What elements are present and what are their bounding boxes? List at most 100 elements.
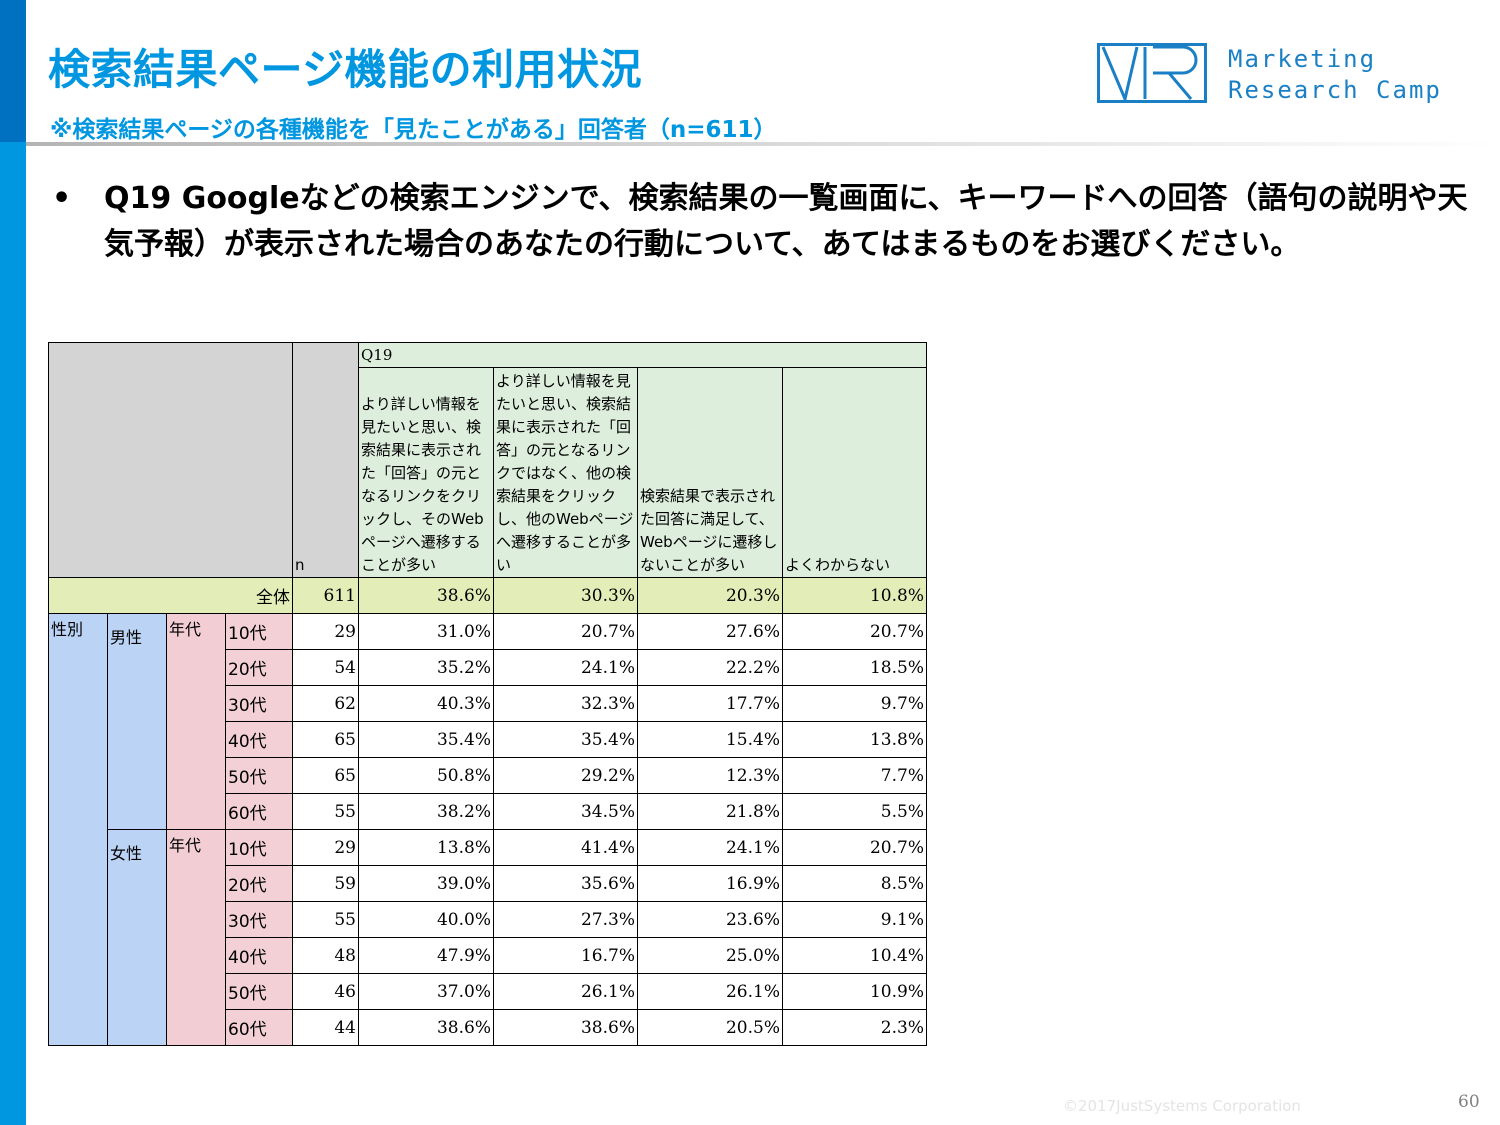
n-value: 65: [292, 757, 359, 794]
percent-value: 17.7%: [637, 685, 783, 722]
percent-value: 9.7%: [782, 685, 927, 722]
age-label: 40代: [225, 721, 293, 758]
total-n: 611: [292, 577, 359, 614]
percent-value: 22.2%: [637, 649, 783, 686]
percent-value: 50.8%: [358, 757, 494, 794]
percent-value: 25.0%: [637, 937, 783, 974]
table-header-row-options: より詳しい情報を見たいと思い、検索結果に表示された「回答」の元となるリンクをクリ…: [49, 367, 927, 578]
percent-value: 38.2%: [358, 793, 494, 830]
logo-text: Marketing Research Camp: [1228, 44, 1442, 106]
percent-value: 13.8%: [358, 829, 494, 866]
total-label: 全体: [48, 577, 293, 614]
header-option-1: より詳しい情報を見たいと思い、検索結果に表示された「回答」の元となるリンクをクリ…: [358, 367, 494, 578]
bullet-icon: •: [52, 181, 72, 216]
percent-value: 40.3%: [358, 685, 494, 722]
total-value: 30.3%: [493, 577, 638, 614]
n-value: 29: [292, 829, 359, 866]
age-label: 50代: [225, 973, 293, 1010]
table-row: 20代 54 35.2% 24.1% 22.2% 18.5%: [49, 649, 927, 686]
age-label: 50代: [225, 757, 293, 794]
age-label: 20代: [225, 865, 293, 902]
percent-value: 35.4%: [358, 721, 494, 758]
n-value: 62: [292, 685, 359, 722]
n-value: 59: [292, 865, 359, 902]
n-value: 44: [292, 1009, 359, 1046]
n-value: 29: [292, 613, 359, 650]
percent-value: 38.6%: [358, 1009, 494, 1046]
logo-mark: [1097, 43, 1207, 103]
logo-text-line1: Marketing: [1228, 45, 1377, 73]
percent-value: 29.2%: [493, 757, 638, 794]
n-value: 48: [292, 937, 359, 974]
percent-value: 10.4%: [782, 937, 927, 974]
table-row: 30代 55 40.0% 27.3% 23.6% 9.1%: [49, 901, 927, 938]
age-label: 60代: [225, 793, 293, 830]
header-option-3: 検索結果で表示された回答に満足して、Webページに遷移しないことが多い: [637, 367, 783, 578]
total-value: 38.6%: [358, 577, 494, 614]
total-value: 20.3%: [637, 577, 783, 614]
age-label: 60代: [225, 1009, 293, 1046]
percent-value: 27.3%: [493, 901, 638, 938]
results-table: n Q19 より詳しい情報を見たいと思い、検索結果に表示された「回答」の元となる…: [48, 342, 927, 1046]
age-label: 10代: [225, 829, 293, 866]
percent-value: 26.1%: [637, 973, 783, 1010]
percent-value: 32.3%: [493, 685, 638, 722]
percent-value: 9.1%: [782, 901, 927, 938]
percent-value: 27.6%: [637, 613, 783, 650]
percent-value: 20.7%: [782, 829, 927, 866]
percent-value: 7.7%: [782, 757, 927, 794]
header-option-4: よくわからない: [782, 367, 927, 578]
percent-value: 16.7%: [493, 937, 638, 974]
percent-value: 21.8%: [637, 793, 783, 830]
question-text: Q19 Googleなどの検索エンジンで、検索結果の一覧画面に、キーワードへの回…: [104, 181, 1468, 262]
percent-value: 34.5%: [493, 793, 638, 830]
header-q19: Q19: [358, 342, 927, 368]
age-label: 40代: [225, 937, 293, 974]
percent-value: 20.7%: [782, 613, 927, 650]
table-row: 20代 59 39.0% 35.6% 16.9% 8.5%: [49, 865, 927, 902]
age-group-label: 年代: [166, 613, 226, 830]
percent-value: 20.7%: [493, 613, 638, 650]
percent-value: 23.6%: [637, 901, 783, 938]
table-row-total: 全体 611 38.6% 30.3% 20.3% 10.8%: [48, 577, 927, 614]
percent-value: 20.5%: [637, 1009, 783, 1046]
n-value: 55: [292, 901, 359, 938]
age-label: 10代: [225, 613, 293, 650]
header-divider: [26, 142, 1500, 146]
percent-value: 37.0%: [358, 973, 494, 1010]
logo-text-line2: Research Camp: [1228, 76, 1442, 104]
table-row: 60代 55 38.2% 34.5% 21.8% 5.5%: [49, 793, 927, 830]
percent-value: 47.9%: [358, 937, 494, 974]
percent-value: 35.2%: [358, 649, 494, 686]
question-block: • Q19 Googleなどの検索エンジンで、検索結果の一覧画面に、キーワードへ…: [52, 176, 1472, 268]
page-number: 60: [1458, 1092, 1480, 1112]
percent-value: 5.5%: [782, 793, 927, 830]
table-header-row-q: n Q19: [48, 342, 927, 578]
percent-value: 2.3%: [782, 1009, 927, 1046]
percent-value: 12.3%: [637, 757, 783, 794]
total-value: 10.8%: [782, 577, 927, 614]
percent-value: 8.5%: [782, 865, 927, 902]
n-value: 54: [292, 649, 359, 686]
percent-value: 13.8%: [782, 721, 927, 758]
gender-label: 男性: [107, 613, 167, 830]
percent-value: 35.4%: [493, 721, 638, 758]
header-n: n: [292, 342, 359, 578]
percent-value: 10.9%: [782, 973, 927, 1010]
page-subtitle: ※検索結果ページの各種機能を「見たことがある」回答者（n=611）: [50, 117, 777, 143]
n-value: 65: [292, 721, 359, 758]
percent-value: 18.5%: [782, 649, 927, 686]
left-accent-bar: [0, 0, 26, 1125]
percent-value: 41.4%: [493, 829, 638, 866]
percent-value: 24.1%: [637, 829, 783, 866]
header-blank-cell: [48, 342, 293, 578]
table-row: 性別 男性 年代 10代 29 31.0% 20.7% 27.6% 20.7%: [48, 613, 927, 1046]
table-row: 40代 48 47.9% 16.7% 25.0% 10.4%: [49, 937, 927, 974]
page-title: 検索結果ページ機能の利用状況: [48, 45, 643, 94]
copyright: ©2017JustSystems Corporation: [1063, 1097, 1301, 1115]
percent-value: 38.6%: [493, 1009, 638, 1046]
percent-value: 26.1%: [493, 973, 638, 1010]
age-label: 30代: [225, 901, 293, 938]
percent-value: 24.1%: [493, 649, 638, 686]
table-row: 60代 44 38.6% 38.6% 20.5% 2.3%: [49, 1009, 927, 1046]
